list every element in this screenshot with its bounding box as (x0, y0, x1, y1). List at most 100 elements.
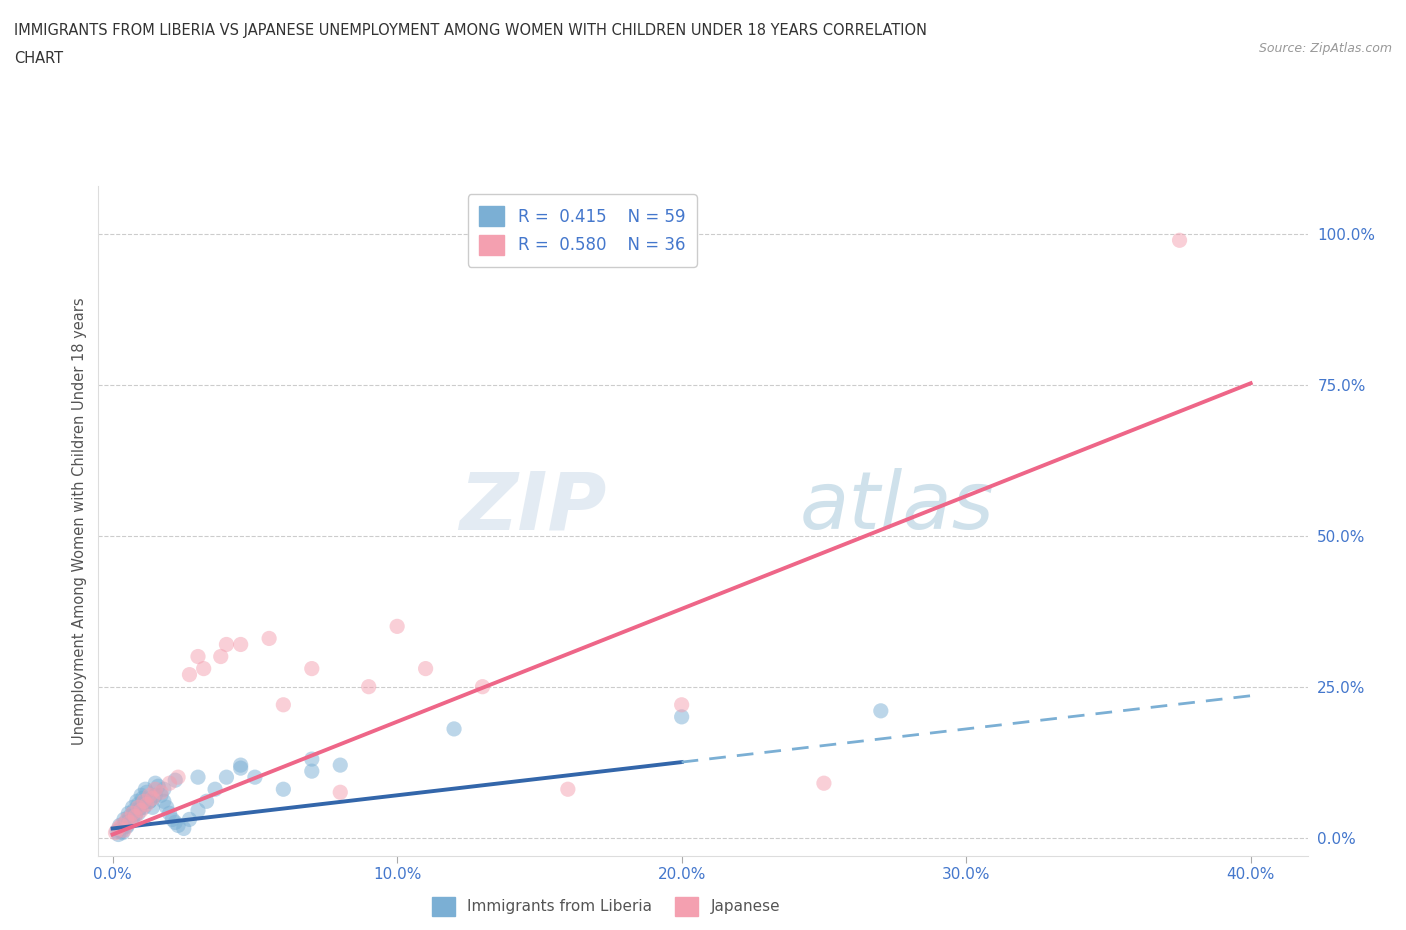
Point (138, 788, 160, 803)
Point (813, 776, 835, 790)
Point (150, 785, 173, 800)
Point (122, 803, 145, 817)
Point (204, 782, 226, 797)
Point (671, 710, 693, 724)
Point (132, 794, 155, 809)
Point (301, 751, 323, 766)
Point (132, 800, 155, 815)
Text: CHART: CHART (14, 51, 63, 66)
Point (229, 758, 252, 773)
Point (153, 782, 176, 797)
Point (112, 823, 135, 838)
Point (215, 770, 238, 785)
Point (179, 667, 201, 682)
Point (143, 776, 166, 790)
Y-axis label: Unemployment Among Women with Children Under 18 years: Unemployment Among Women with Children U… (72, 297, 87, 745)
Point (1168, 232, 1191, 247)
Point (143, 788, 166, 803)
Point (329, 785, 352, 800)
Point (167, 770, 190, 785)
Point (117, 806, 139, 821)
Point (132, 795, 155, 810)
Point (671, 698, 693, 712)
Point (187, 649, 209, 664)
Point (229, 637, 252, 652)
Point (869, 703, 891, 718)
Point (118, 809, 141, 824)
Point (111, 825, 134, 840)
Point (129, 788, 152, 803)
Point (187, 803, 209, 817)
Point (415, 661, 437, 676)
Point (107, 827, 129, 842)
Point (167, 818, 190, 833)
Point (165, 773, 187, 788)
Legend: Immigrants from Liberia, Japanese: Immigrants from Liberia, Japanese (426, 891, 786, 922)
Point (124, 807, 146, 822)
Point (127, 806, 149, 821)
Point (146, 778, 169, 793)
Point (195, 794, 218, 809)
Point (329, 758, 352, 773)
Point (141, 790, 163, 805)
Point (107, 821, 129, 836)
Point (159, 776, 181, 790)
Point (124, 809, 146, 824)
Point (114, 815, 136, 830)
Point (153, 794, 176, 809)
Point (115, 812, 138, 827)
Point (162, 812, 184, 827)
Point (115, 818, 138, 833)
Point (159, 806, 181, 821)
Point (138, 794, 160, 809)
Point (112, 812, 135, 827)
Point (173, 821, 195, 836)
Point (118, 815, 141, 830)
Point (301, 764, 323, 778)
Text: atlas: atlas (800, 469, 994, 547)
Point (128, 801, 150, 816)
Point (120, 813, 142, 828)
Point (557, 782, 579, 797)
Point (131, 790, 153, 805)
Point (257, 631, 280, 645)
Point (135, 785, 157, 800)
Point (209, 649, 232, 664)
Point (243, 770, 266, 785)
Point (141, 800, 163, 815)
Point (108, 818, 131, 833)
Point (156, 800, 179, 815)
Point (125, 794, 148, 809)
Point (357, 679, 380, 694)
Point (121, 812, 143, 827)
Point (187, 770, 209, 785)
Text: ZIP: ZIP (458, 469, 606, 547)
Point (110, 818, 132, 833)
Point (127, 797, 149, 812)
Point (110, 824, 132, 839)
Point (165, 815, 187, 830)
Point (471, 679, 494, 694)
Point (150, 788, 173, 803)
Point (179, 812, 201, 827)
Point (193, 661, 215, 676)
Point (215, 637, 238, 652)
Point (134, 782, 156, 797)
Point (273, 782, 295, 797)
Point (143, 782, 166, 797)
Point (138, 794, 160, 809)
Point (301, 661, 323, 676)
Point (105, 824, 128, 839)
Text: Source: ZipAtlas.com: Source: ZipAtlas.com (1258, 42, 1392, 55)
Point (443, 722, 465, 737)
Point (129, 803, 152, 817)
Point (104, 825, 127, 840)
Point (135, 797, 157, 812)
Point (385, 619, 408, 634)
Text: IMMIGRANTS FROM LIBERIA VS JAPANESE UNEMPLOYMENT AMONG WOMEN WITH CHILDREN UNDER: IMMIGRANTS FROM LIBERIA VS JAPANESE UNEM… (14, 23, 927, 38)
Point (115, 819, 138, 834)
Point (229, 761, 252, 776)
Point (121, 806, 143, 821)
Point (121, 800, 143, 815)
Point (110, 821, 132, 836)
